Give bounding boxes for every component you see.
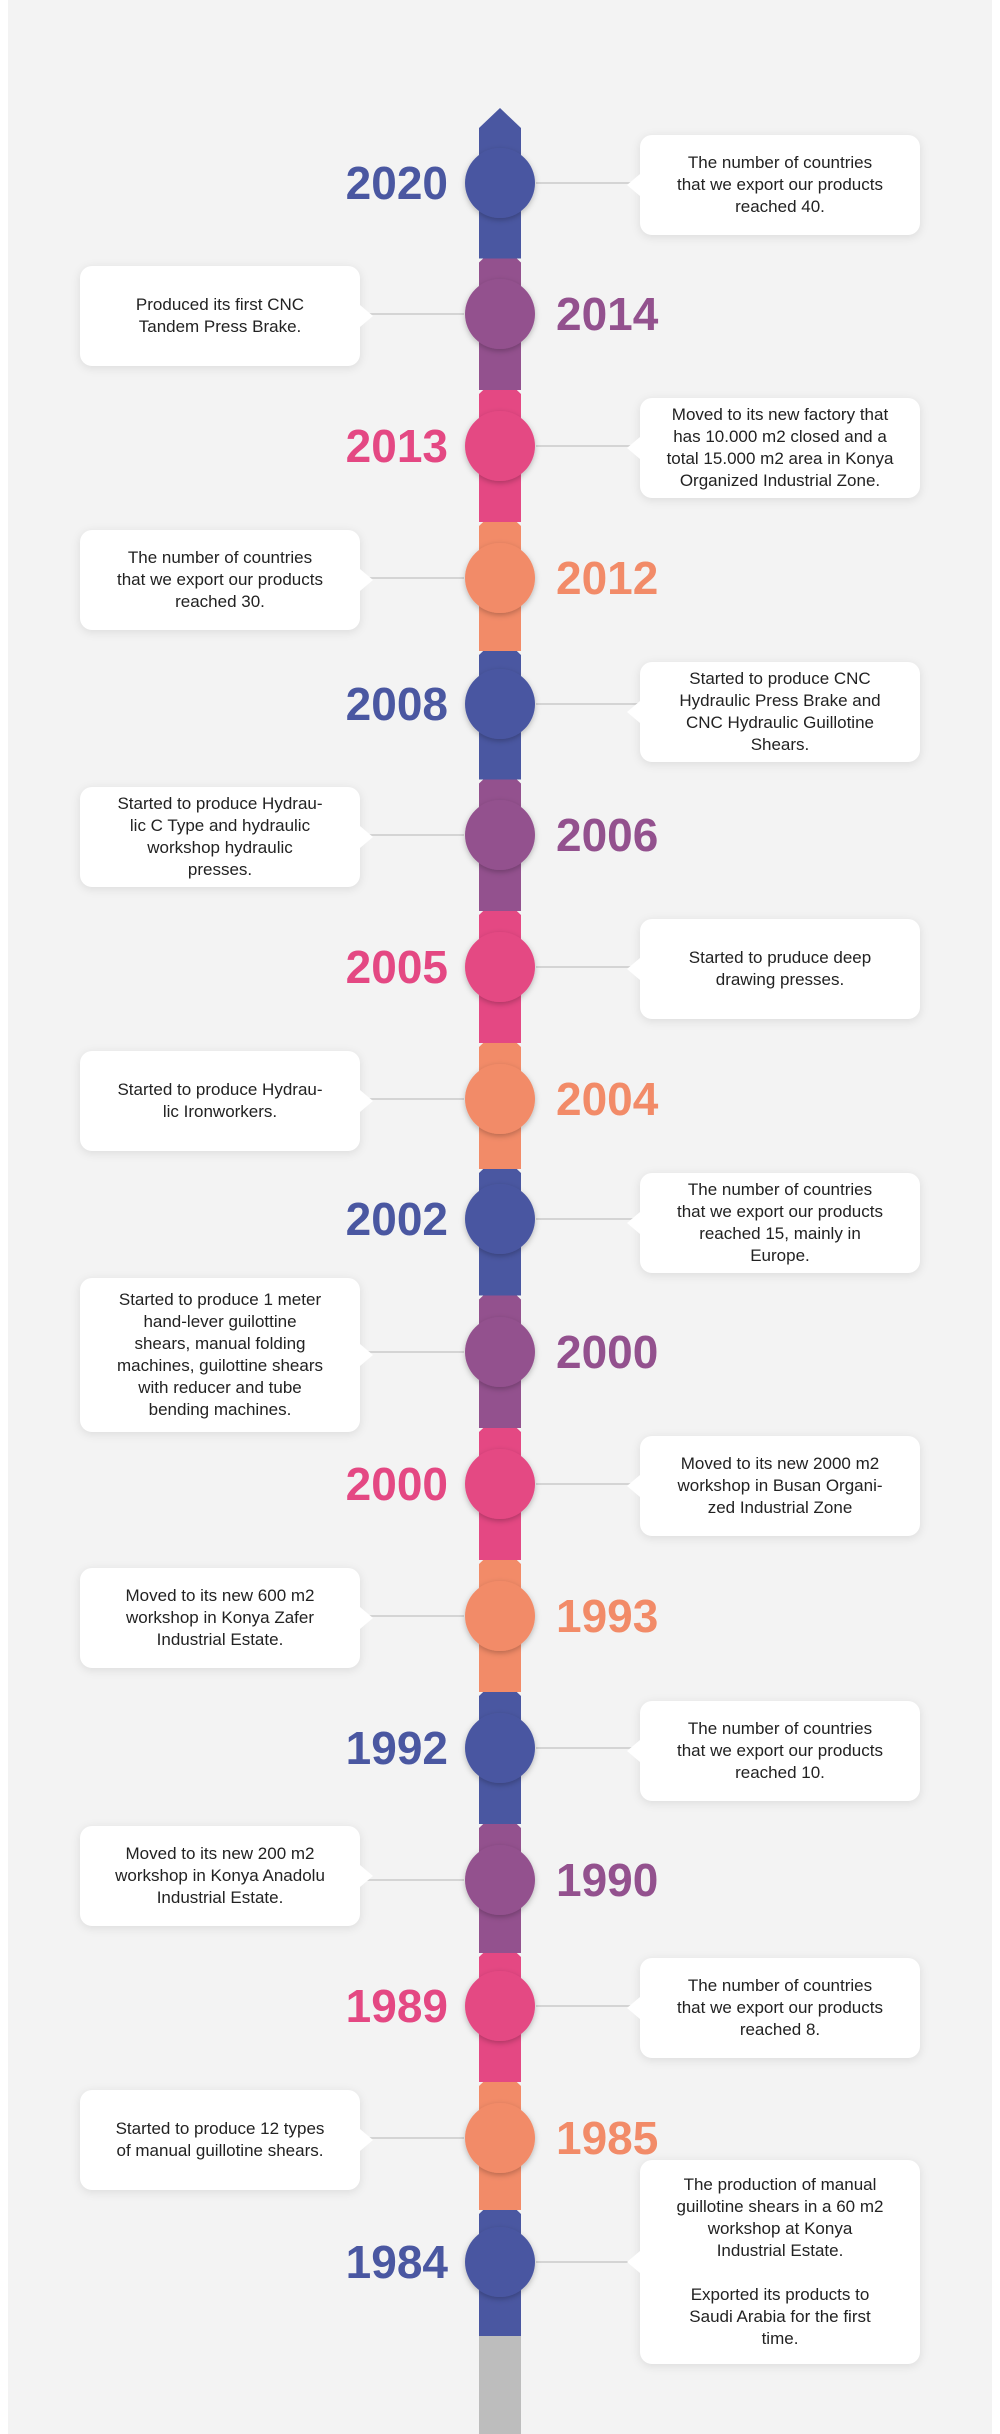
timeline-marker-2006 [465,800,535,870]
event-description: Moved to its new 200 m2 workshop in Kony… [115,1844,325,1907]
event-card: Started to produce CNC Hydraulic Press B… [627,662,920,762]
event-description: The number of countries that we export o… [676,153,883,216]
page-edge-right [992,0,1000,2434]
event-description: Started to produce Hydrau- lic C Type an… [117,794,323,879]
event-description: The number of countries that we export o… [676,1719,883,1782]
year-label: 1993 [556,1590,659,1642]
timeline-marker-2000 [465,1317,535,1387]
event-description: Produced its first CNC Tandem Press Brak… [135,295,305,336]
year-label: 2014 [556,288,659,340]
year-label: 2013 [345,420,448,472]
year-label: 2000 [556,1326,659,1378]
event-card: The number of countries that we export o… [627,135,920,235]
timeline-marker-1992 [465,1713,535,1783]
timeline-marker-2002 [465,1184,535,1254]
event-card: Started to produce 1 meter hand-lever gu… [80,1278,373,1432]
timeline-marker-1989 [465,1971,535,2041]
event-description: The number of countries that we export o… [676,1976,883,2039]
year-label: 2002 [345,1193,448,1245]
year-label: 2020 [345,157,448,209]
event-description: Moved to its new 600 m2 workshop in Kony… [125,1586,315,1649]
event-description: Started to pruduce deep drawing presses. [688,948,872,989]
event-description: Moved to its new factory that has 10.000… [666,405,894,490]
event-card: The number of countries that we export o… [80,530,373,630]
year-label: 2012 [556,552,659,604]
timeline-marker-2005 [465,932,535,1002]
event-card: Started to produce Hydrau- lic C Type an… [80,787,373,887]
spine-tail [479,2336,521,2434]
timeline-marker-1993 [465,1581,535,1651]
event-card: Started to pruduce deep drawing presses. [627,919,920,1019]
event-description: Started to produce 12 types of manual gu… [115,2119,325,2160]
event-description: Started to produce Hydrau- lic Ironworke… [117,1080,323,1121]
year-label: 1992 [345,1722,448,1774]
page-edge-left [0,0,8,2434]
timeline-marker-1984 [465,2227,535,2297]
year-label: 2000 [345,1458,448,1510]
event-card: Started to produce Hydrau- lic Ironworke… [80,1051,373,1151]
year-label: 2004 [556,1073,659,1125]
timeline-marker-1990 [465,1845,535,1915]
event-description: Started to produce CNC Hydraulic Press B… [679,669,881,754]
event-card: The number of countries that we export o… [627,1173,920,1273]
timeline-marker-1985 [465,2103,535,2173]
event-card: The production of manual guillotine shea… [627,2160,920,2364]
timeline-marker-2000 [465,1449,535,1519]
event-card: Produced its first CNC Tandem Press Brak… [80,266,373,366]
event-description: Moved to its new 2000 m2 workshop in Bus… [677,1454,883,1517]
event-description: The number of countries that we export o… [676,1180,883,1265]
timeline-marker-2020 [465,148,535,218]
event-description: The production of manual guillotine shea… [676,2175,884,2348]
timeline-marker-2008 [465,669,535,739]
event-description: Started to produce 1 meter hand-lever gu… [116,1290,323,1419]
event-card: The number of countries that we export o… [627,1958,920,2058]
event-card: Moved to its new factory that has 10.000… [627,398,920,498]
timeline-marker-2012 [465,543,535,613]
event-card: Started to produce 12 types of manual gu… [80,2090,373,2190]
year-label: 2005 [345,941,448,993]
event-card: Moved to its new 2000 m2 workshop in Bus… [627,1436,920,1536]
year-label: 1985 [556,2112,659,2164]
timeline-marker-2013 [465,411,535,481]
year-label: 2008 [345,678,448,730]
event-card: Moved to its new 200 m2 workshop in Kony… [80,1826,373,1926]
timeline-marker-2014 [465,279,535,349]
timeline-marker-2004 [465,1064,535,1134]
event-card: The number of countries that we export o… [627,1701,920,1801]
year-label: 1990 [556,1854,659,1906]
year-label: 1989 [345,1980,448,2032]
event-description: The number of countries that we export o… [116,548,323,611]
year-label: 2006 [556,809,659,861]
event-card: Moved to its new 600 m2 workshop in Kony… [80,1568,373,1668]
year-label: 1984 [345,2236,448,2288]
